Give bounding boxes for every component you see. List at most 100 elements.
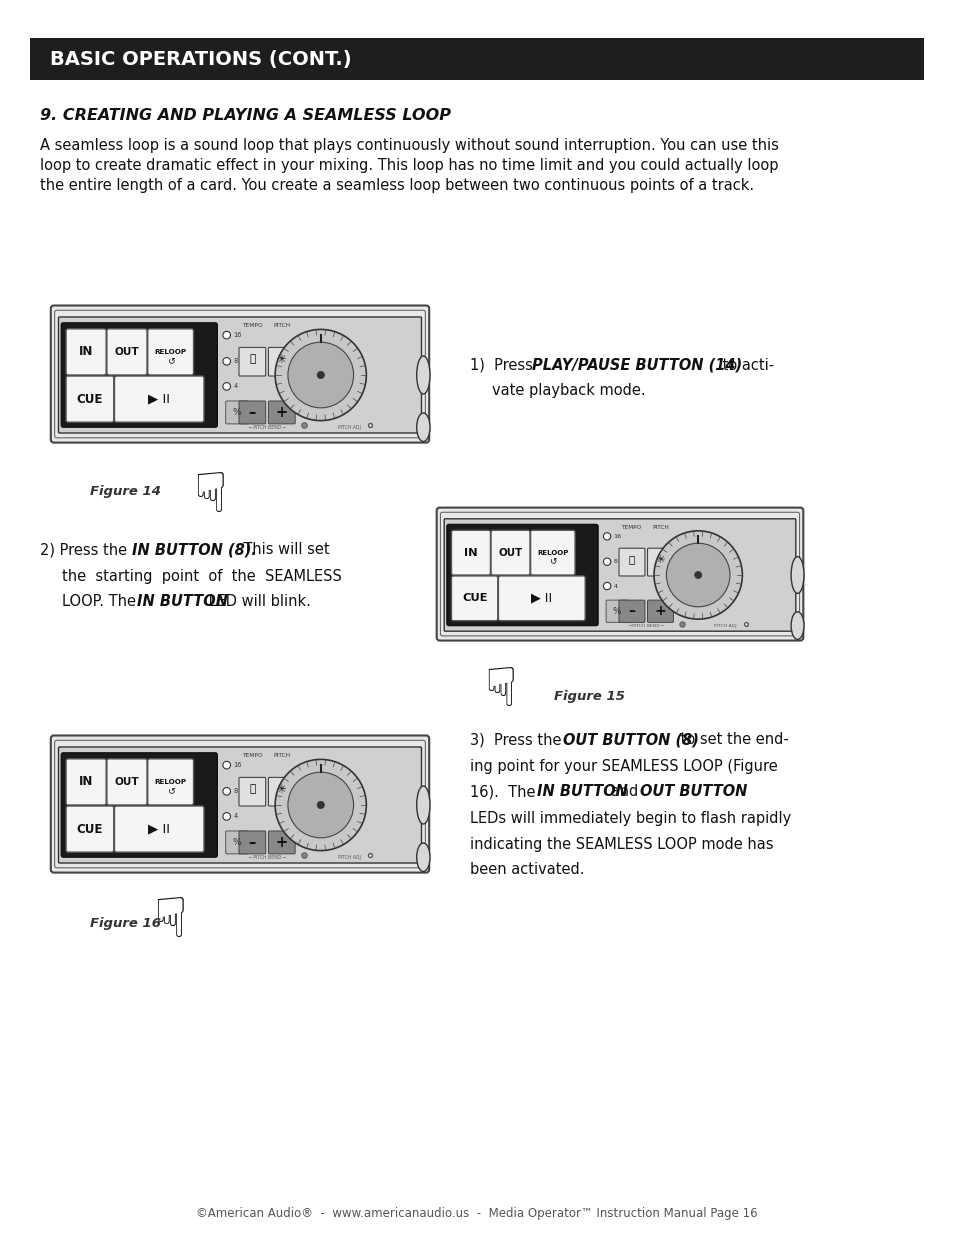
Text: loop to create dramatic effect in your mixing. This loop has no time limit and y: loop to create dramatic effect in your m…	[40, 158, 778, 173]
Text: ─ PITCH BEND ─: ─ PITCH BEND ─	[249, 855, 285, 860]
FancyBboxPatch shape	[148, 329, 193, 375]
FancyBboxPatch shape	[66, 806, 113, 852]
Text: the entire length of a card. You create a seamless loop between two continuous p: the entire length of a card. You create …	[40, 178, 753, 193]
Text: OUT BUTTON: OUT BUTTON	[639, 784, 746, 799]
FancyBboxPatch shape	[446, 525, 598, 626]
Text: ▶ II: ▶ II	[531, 592, 552, 605]
Text: the  starting  point  of  the  SEAMLESS: the starting point of the SEAMLESS	[62, 568, 341, 583]
Text: ☟: ☟	[483, 664, 516, 718]
Text: TEMPO: TEMPO	[242, 324, 262, 329]
FancyBboxPatch shape	[618, 600, 644, 622]
Text: ©American Audio®  -  www.americanaudio.us  -  Media Operator™ Instruction Manual: ©American Audio® - www.americanaudio.us …	[196, 1207, 757, 1219]
Text: ☟: ☟	[193, 471, 227, 524]
FancyBboxPatch shape	[436, 508, 802, 641]
FancyBboxPatch shape	[647, 600, 673, 622]
Ellipse shape	[790, 557, 803, 593]
Text: 🔒: 🔒	[628, 555, 635, 564]
FancyBboxPatch shape	[268, 401, 294, 424]
FancyBboxPatch shape	[66, 375, 113, 422]
Text: and: and	[605, 784, 642, 799]
Text: PITCH ADJ: PITCH ADJ	[337, 425, 360, 430]
Text: –: –	[249, 835, 255, 850]
FancyBboxPatch shape	[107, 758, 147, 805]
FancyBboxPatch shape	[647, 548, 673, 576]
Text: 16: 16	[233, 332, 241, 338]
FancyBboxPatch shape	[226, 401, 249, 424]
Text: 9. CREATING AND PLAYING A SEAMLESS LOOP: 9. CREATING AND PLAYING A SEAMLESS LOOP	[40, 107, 451, 124]
Text: RELOOP: RELOOP	[537, 550, 568, 556]
Text: OUT: OUT	[114, 347, 139, 357]
Text: TEMPO: TEMPO	[242, 753, 262, 758]
FancyBboxPatch shape	[61, 753, 217, 857]
Text: ✳: ✳	[276, 352, 287, 366]
Text: IN: IN	[79, 776, 93, 788]
Text: 2) Press the: 2) Press the	[40, 542, 132, 557]
Text: 1)  Press: 1) Press	[470, 357, 537, 373]
Text: been activated.: been activated.	[470, 862, 584, 878]
Text: ☟: ☟	[153, 895, 187, 948]
Text: 🔒: 🔒	[249, 784, 255, 794]
Circle shape	[654, 531, 741, 619]
Ellipse shape	[416, 412, 430, 441]
Text: Figure 16: Figure 16	[90, 918, 161, 930]
FancyBboxPatch shape	[114, 375, 204, 422]
Circle shape	[666, 543, 729, 606]
FancyBboxPatch shape	[268, 831, 294, 853]
Text: ─ PITCH BEND ─: ─ PITCH BEND ─	[628, 624, 663, 627]
FancyBboxPatch shape	[444, 519, 795, 631]
Text: OUT: OUT	[497, 547, 522, 558]
Text: IN: IN	[79, 346, 93, 358]
FancyBboxPatch shape	[239, 401, 266, 424]
Text: +: +	[275, 835, 288, 850]
Text: Figure 14: Figure 14	[90, 485, 161, 498]
Text: A seamless loop is a sound loop that plays continuously without sound interrupti: A seamless loop is a sound loop that pla…	[40, 138, 778, 153]
Text: ↺: ↺	[167, 785, 174, 795]
Text: PITCH ADJ: PITCH ADJ	[714, 624, 737, 627]
Circle shape	[694, 572, 701, 578]
Text: This will set: This will set	[233, 542, 330, 557]
Text: 4: 4	[233, 383, 237, 389]
Circle shape	[316, 372, 324, 379]
Circle shape	[223, 788, 231, 795]
Bar	[30, 38, 923, 80]
Text: ▶ II: ▶ II	[148, 393, 170, 405]
FancyBboxPatch shape	[451, 576, 497, 621]
Text: PITCH ADJ: PITCH ADJ	[337, 855, 360, 860]
Text: IN BUTTON: IN BUTTON	[537, 784, 627, 799]
Text: 8: 8	[233, 788, 237, 794]
FancyBboxPatch shape	[51, 305, 429, 442]
FancyBboxPatch shape	[239, 347, 266, 375]
Text: RELOOP: RELOOP	[154, 779, 187, 785]
Text: –: –	[628, 604, 635, 619]
Text: %: %	[233, 837, 241, 847]
FancyBboxPatch shape	[268, 777, 294, 806]
Circle shape	[223, 331, 231, 338]
FancyBboxPatch shape	[66, 329, 106, 375]
Text: PITCH: PITCH	[652, 525, 668, 530]
FancyBboxPatch shape	[226, 831, 249, 853]
Circle shape	[288, 342, 354, 408]
Text: indicating the SEAMLESS LOOP mode has: indicating the SEAMLESS LOOP mode has	[470, 836, 773, 851]
FancyBboxPatch shape	[51, 736, 429, 873]
Text: OUT: OUT	[114, 777, 139, 787]
Ellipse shape	[416, 785, 430, 824]
Text: 16: 16	[233, 762, 241, 768]
Circle shape	[223, 357, 231, 366]
Circle shape	[288, 772, 354, 837]
Text: OUT BUTTON (8): OUT BUTTON (8)	[562, 732, 699, 747]
Text: to set the end-: to set the end-	[676, 732, 788, 747]
FancyBboxPatch shape	[605, 600, 628, 622]
Text: RELOOP: RELOOP	[154, 350, 187, 354]
Text: %: %	[233, 408, 241, 417]
FancyBboxPatch shape	[451, 530, 490, 576]
Text: ▶ II: ▶ II	[148, 823, 170, 836]
Text: LED will blink.: LED will blink.	[204, 594, 311, 610]
Text: 8: 8	[613, 559, 617, 564]
Text: +: +	[275, 405, 288, 420]
Text: 4: 4	[613, 584, 617, 589]
Ellipse shape	[790, 611, 803, 640]
FancyBboxPatch shape	[148, 758, 193, 805]
Circle shape	[223, 761, 231, 769]
Text: IN BUTTON: IN BUTTON	[137, 594, 228, 610]
FancyBboxPatch shape	[239, 777, 266, 806]
